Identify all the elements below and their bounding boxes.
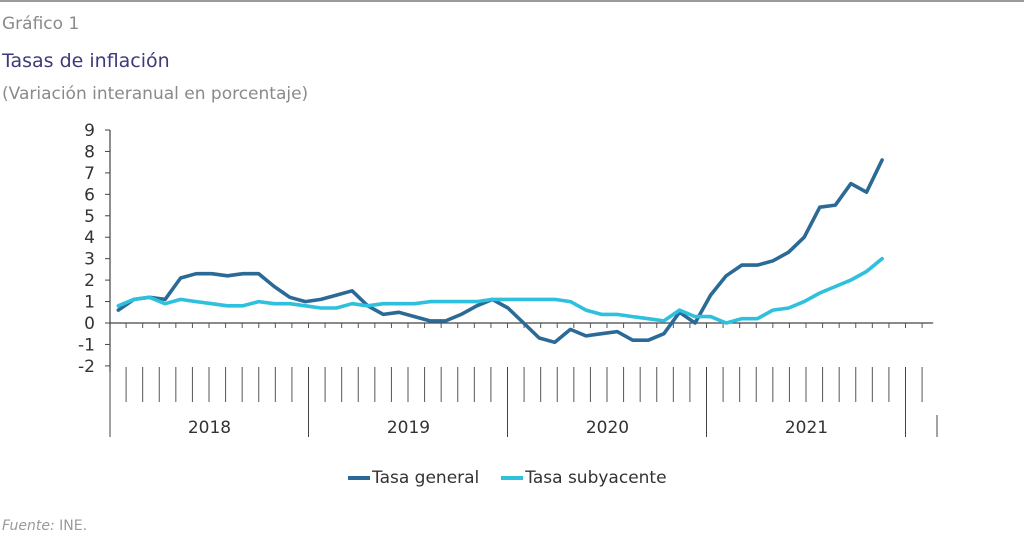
chart-number: Gráfico 1 <box>2 14 80 34</box>
y-tick-label: 2 <box>84 271 95 291</box>
y-tick-label: -1 <box>78 335 95 355</box>
y-tick-label: 6 <box>84 185 95 205</box>
legend-item-subyacente: Tasa subyacente <box>501 468 667 488</box>
y-tick-label: 3 <box>84 250 95 270</box>
y-tick-label: 0 <box>84 314 95 334</box>
x-year-label: 2021 <box>785 418 828 438</box>
chart-title: Tasas de inflación <box>2 50 170 72</box>
source-prefix: Fuente: <box>2 518 55 534</box>
top-rule <box>0 0 1024 2</box>
source-note: Fuente: INE. <box>2 518 87 534</box>
y-tick-label: 4 <box>84 228 95 248</box>
y-tick-label: 7 <box>84 164 95 184</box>
series-line-general <box>116 158 884 345</box>
y-tick-label: 8 <box>84 142 95 162</box>
y-tick-label: 1 <box>84 293 95 313</box>
legend: Tasa general Tasa subyacente <box>348 468 667 488</box>
source-text: INE. <box>54 518 88 534</box>
legend-item-general: Tasa general <box>348 468 479 488</box>
legend-swatch-subyacente <box>501 476 524 480</box>
chart-subtitle: (Variación interanual en porcentaje) <box>2 84 309 104</box>
legend-label-subyacente: Tasa subyacente <box>525 468 667 488</box>
legend-label-general: Tasa general <box>372 468 480 488</box>
x-year-label: 2020 <box>586 418 629 438</box>
series-line-subyacente <box>116 256 884 325</box>
y-tick-label: -2 <box>78 357 95 377</box>
y-tick-label: 9 <box>84 121 95 141</box>
x-year-label: 2019 <box>387 418 430 438</box>
legend-swatch-general <box>348 476 370 480</box>
x-year-label: 2018 <box>188 418 231 438</box>
y-tick-label: 5 <box>84 207 95 227</box>
